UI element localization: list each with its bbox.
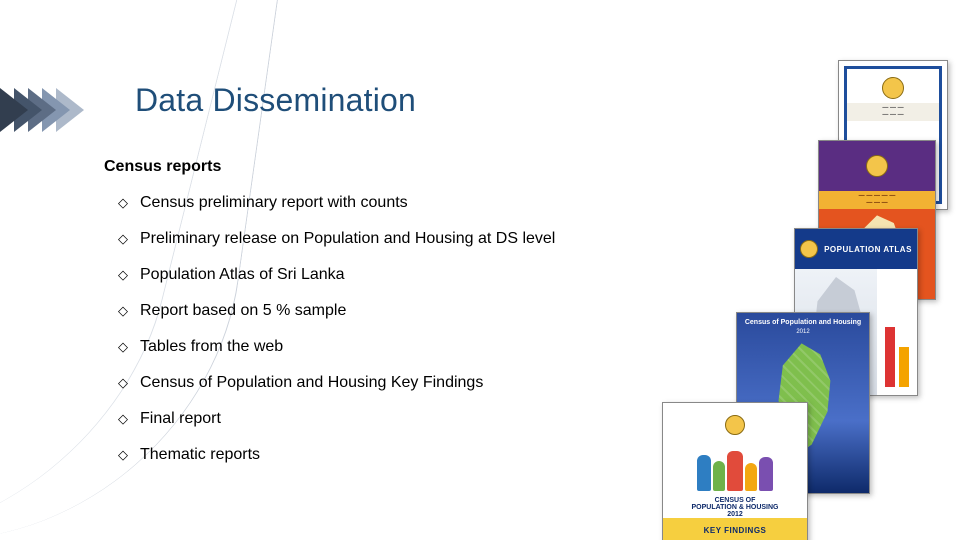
- cover-title: POPULATION ATLAS: [824, 245, 912, 254]
- bar-chart-icon: [877, 269, 917, 395]
- people-icon: [680, 445, 790, 491]
- list-item: Report based on 5 % sample: [118, 302, 555, 320]
- slide: Data Dissemination Census reports Census…: [0, 0, 960, 540]
- cover-band: — — —— — —: [847, 103, 939, 121]
- list-item: Preliminary release on Population and Ho…: [118, 230, 555, 248]
- cover-title: Census of Population and Housing: [741, 317, 865, 329]
- emblem-icon: [800, 240, 818, 258]
- bullet-list: Census preliminary report with counts Pr…: [118, 194, 555, 482]
- list-item: Tables from the web: [118, 338, 555, 356]
- list-item: Population Atlas of Sri Lanka: [118, 266, 555, 284]
- cover-band: — — — — —— — —: [819, 191, 935, 209]
- cover-year: 2012: [796, 329, 809, 335]
- list-item: Census preliminary report with counts: [118, 194, 555, 212]
- slide-subtitle: Census reports: [104, 158, 221, 176]
- list-item: Thematic reports: [118, 446, 555, 464]
- cover-title: CENSUS OF POPULATION & HOUSING 2012: [692, 497, 779, 518]
- cover-keyfindings: KEY FINDINGS: [704, 526, 767, 535]
- chevron-icon: [0, 88, 130, 132]
- emblem-icon: [725, 415, 745, 435]
- report-cover-5-front: CENSUS OF POPULATION & HOUSING 2012 KEY …: [662, 402, 808, 540]
- slide-title: Data Dissemination: [135, 82, 416, 119]
- list-item: Final report: [118, 410, 555, 428]
- emblem-icon: [882, 77, 904, 99]
- report-cover-stack: — — —— — — — — — — —— — — POPULATION ATL…: [588, 60, 948, 520]
- list-item: Census of Population and Housing Key Fin…: [118, 374, 555, 392]
- emblem-icon: [866, 155, 888, 177]
